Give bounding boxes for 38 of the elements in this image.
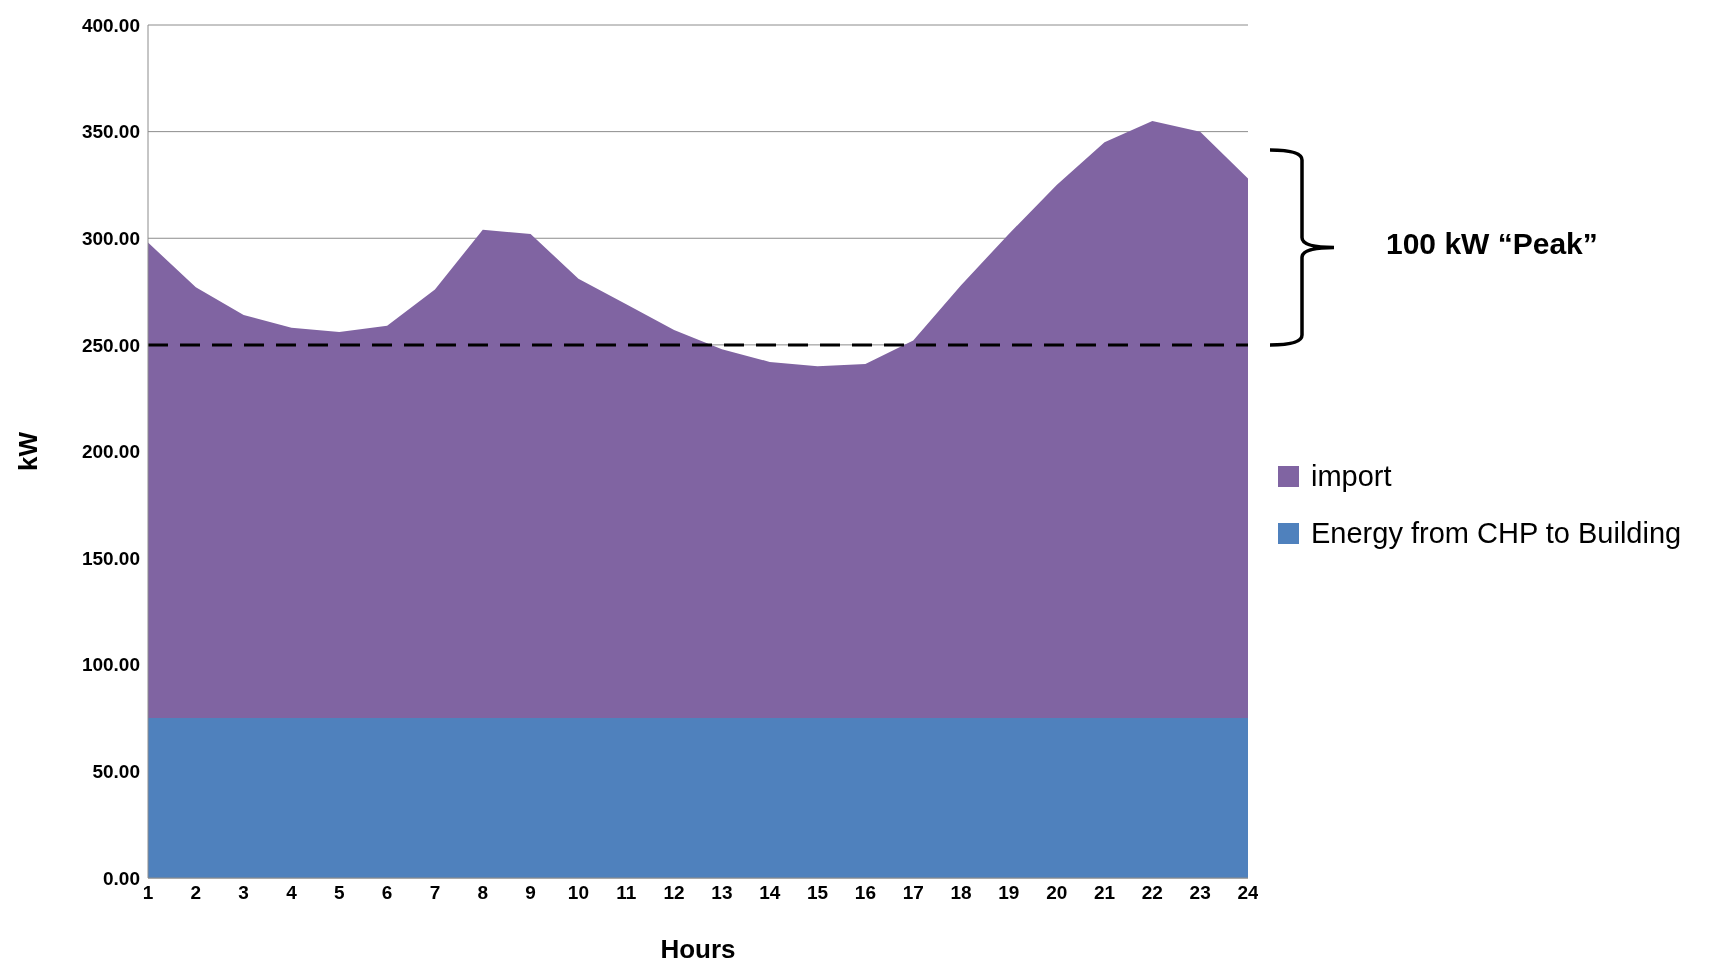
x-tick-label: 5 (334, 882, 346, 904)
y-tick-label: 0.00 (103, 867, 140, 889)
y-tick-label: 300.00 (81, 227, 140, 249)
x-tick-label: 3 (238, 882, 249, 904)
x-tick-label: 12 (663, 882, 685, 904)
y-tick-label: 350.00 (81, 121, 140, 143)
x-tick-label: 23 (1189, 882, 1211, 904)
text: 100 kW “Peak” (1386, 227, 1598, 262)
x-tick-label: 18 (950, 882, 972, 904)
x-tick-label: 17 (902, 882, 924, 904)
x-tick-label: 14 (759, 882, 781, 904)
x-tick-label: 6 (381, 882, 393, 904)
x-tick-label: 10 (567, 882, 590, 904)
y-axis-title: kW (13, 431, 44, 471)
x-tick-label: 21 (1093, 882, 1116, 904)
x-tick-label: 7 (429, 882, 441, 904)
x-tick-label: 19 (998, 882, 1020, 904)
x-tick-label: 24 (1237, 882, 1259, 904)
x-tick-label: 11 (616, 882, 637, 904)
x-tick-label: 16 (854, 882, 876, 904)
y-tick-label: 250.00 (81, 334, 140, 356)
x-tick-label: 9 (525, 882, 536, 904)
x-tick-label: 15 (806, 882, 829, 904)
legend-label: import (1311, 460, 1392, 494)
x-tick-label: 1 (142, 882, 154, 904)
y-tick-label: 150.00 (81, 547, 140, 569)
x-tick-label: 2 (190, 882, 202, 904)
y-tick-label: 400.00 (81, 14, 140, 36)
y-tick-label: 50.00 (92, 761, 140, 783)
x-tick-label: 22 (1141, 882, 1163, 904)
x-tick-label: 13 (711, 882, 733, 904)
x-tick-label: 8 (477, 882, 489, 904)
x-tick-label: 20 (1046, 882, 1068, 904)
legend-label: Energy from CHP to Building (1311, 517, 1682, 551)
y-tick-label: 100.00 (81, 654, 140, 676)
x-axis-title: Hours (660, 934, 736, 964)
x-tick-label: 4 (286, 882, 298, 904)
y-tick-label: 200.00 (81, 441, 140, 463)
